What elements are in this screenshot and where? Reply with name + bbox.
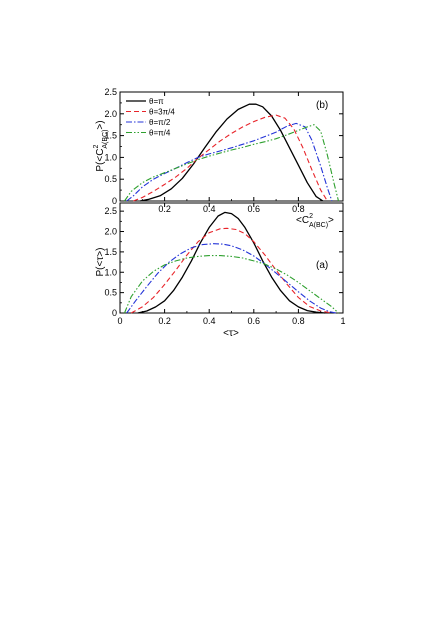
series-line-a-1 bbox=[130, 227, 332, 314]
series-line-b-3 bbox=[124, 124, 340, 202]
x-tick-label-b-0: 0.2 bbox=[158, 204, 171, 214]
x-ticks-a: 0 0.2 0.4 0.6 0.8 1 bbox=[117, 203, 346, 326]
y-axis-label-b-pre: P(<C bbox=[95, 149, 106, 172]
x-axis-label-b-pre: <C bbox=[296, 215, 309, 226]
legend-label-3: θ=π/4 bbox=[149, 129, 171, 138]
x-tick-label-b-1: 0.4 bbox=[203, 204, 216, 214]
y-tick-label-b-1: 0.5 bbox=[104, 174, 117, 184]
x-tick-label-a-3: 0.6 bbox=[248, 316, 261, 326]
y-tick-label-b-2: 1.0 bbox=[104, 152, 117, 162]
x-axis-label-b-sub: A(BC) bbox=[309, 222, 328, 229]
y-tick-label-b-3: 1.5 bbox=[104, 131, 117, 141]
x-axis-label-b-post: > bbox=[328, 215, 334, 226]
series-group-b bbox=[124, 103, 340, 202]
y-tick-label-a-0: 0 bbox=[112, 308, 117, 318]
y-tick-label-b-5: 2.5 bbox=[104, 87, 117, 97]
y-axis-label-b-sup: 2 bbox=[93, 145, 100, 149]
x-axis-label-a: <τ> bbox=[223, 328, 239, 339]
legend-label-1: θ=3π/4 bbox=[149, 108, 175, 117]
legend: θ=π θ=3π/4θ=π/2 θ=π/4 bbox=[126, 97, 175, 138]
y-tick-label-a-3: 1.5 bbox=[104, 247, 117, 257]
y-tick-label-a-2: 1.0 bbox=[104, 267, 117, 277]
panel-tag-a: (a) bbox=[316, 260, 328, 271]
x-tick-label-a-0: 0 bbox=[117, 316, 122, 326]
chart-panel-b: 0.2 0.4 0.6 0.8 00.51.01.52.02.5 (b) P(<C2 A… bbox=[93, 87, 344, 229]
series-line-b-1 bbox=[133, 114, 328, 202]
y-axis-label-b-sub: A(BC) bbox=[102, 130, 109, 149]
panel-tag-b: (b) bbox=[316, 100, 328, 111]
y-axis-label-b: P(<C2 A(BC)>) bbox=[93, 120, 109, 171]
y-axis-label-b-post: >) bbox=[95, 120, 106, 129]
x-axis-label-b: <C2 A(BC)> bbox=[296, 213, 334, 229]
series-group-a bbox=[123, 211, 339, 314]
x-tick-label-a-5: 1 bbox=[340, 316, 345, 326]
series-line-a-3 bbox=[123, 255, 339, 314]
y-ticks-b: 0 0.5 1.0 1.5 2.0 2.5 bbox=[104, 87, 343, 206]
y-tick-label-a-4: 2.0 bbox=[104, 227, 117, 237]
series-line-a-0 bbox=[137, 211, 326, 314]
x-tick-label-a-2: 0.4 bbox=[203, 316, 216, 326]
series-line-b-0 bbox=[139, 103, 324, 202]
x-ticks-b: 0.2 0.4 0.6 0.8 bbox=[141, 92, 322, 214]
x-tick-label-a-1: 0.2 bbox=[158, 316, 171, 326]
y-tick-label-b-0: 0 bbox=[112, 196, 117, 206]
x-tick-label-a-4: 0.8 bbox=[292, 316, 305, 326]
x-tick-label-b-3: 0.8 bbox=[292, 204, 305, 214]
x-axis-label-b-sup: 2 bbox=[309, 213, 313, 220]
y-ticks-a: 0 0.5 1.0 1.5 2.0 2.5 bbox=[104, 206, 343, 318]
y-tick-label-a-5: 2.5 bbox=[104, 206, 117, 216]
x-tick-label-b-2: 0.6 bbox=[248, 204, 261, 214]
legend-label-0: θ=π bbox=[149, 97, 164, 106]
y-tick-label-a-1: 0.5 bbox=[104, 288, 117, 298]
chart-panel-a: 0 0.2 0.4 0.6 0.8 1 0 0.5 1.0 1.5 2.0 2.5 (a) P(<τ… bbox=[95, 202, 346, 339]
y-axis-label-a: P(<τ>) bbox=[95, 248, 106, 277]
legend-label-2: θ=π/2 bbox=[149, 118, 171, 127]
y-tick-label-b-4: 2.0 bbox=[104, 109, 117, 119]
